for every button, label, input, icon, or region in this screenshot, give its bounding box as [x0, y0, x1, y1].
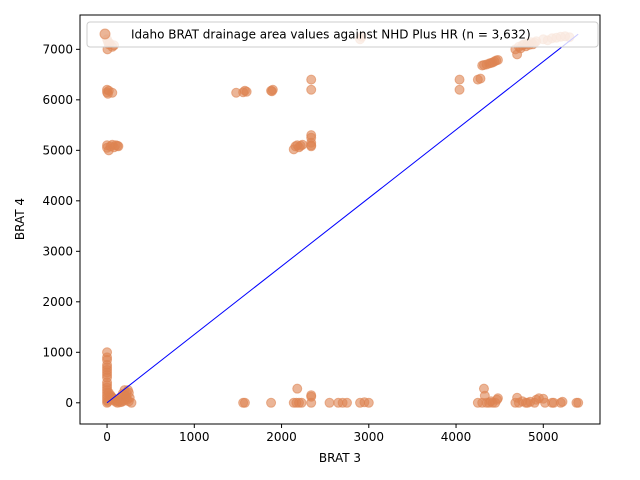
data-point — [266, 86, 277, 97]
y-tick-label: 2000 — [42, 295, 73, 309]
x-tick-label: 4000 — [441, 430, 472, 444]
data-point — [492, 54, 503, 65]
data-point — [306, 74, 317, 85]
x-tick-label: 0 — [103, 430, 111, 444]
data-point — [492, 393, 503, 404]
data-point — [296, 397, 307, 408]
data-point — [341, 397, 352, 408]
data-point — [557, 396, 568, 407]
y-axis-label: BRAT 4 — [13, 198, 27, 240]
data-point — [102, 88, 113, 99]
legend: Idaho BRAT drainage area values against … — [86, 21, 599, 48]
data-point — [306, 391, 317, 402]
legend-label: Idaho BRAT drainage area values against … — [131, 28, 531, 42]
data-point — [121, 391, 132, 402]
data-point — [306, 141, 317, 152]
y-tick-label: 5000 — [42, 143, 73, 157]
x-axis-label: BRAT 3 — [319, 451, 361, 465]
y-tick-label: 0 — [65, 396, 73, 410]
data-point — [239, 397, 250, 408]
y-tick-label: 7000 — [42, 42, 73, 56]
y-tick-label: 1000 — [42, 345, 73, 359]
x-tick-label: 2000 — [266, 430, 297, 444]
data-point — [306, 84, 317, 95]
y-tick-label: 6000 — [42, 93, 73, 107]
legend-box — [86, 21, 599, 48]
line-layer — [106, 33, 579, 404]
data-point — [113, 141, 124, 152]
data-point — [454, 84, 465, 95]
reference-line — [106, 33, 579, 404]
x-tick-label: 1000 — [179, 430, 210, 444]
data-point — [292, 383, 303, 394]
data-point — [266, 397, 277, 408]
x-axis-ticks: 0 1000 2000 3000 4000 5000 — [103, 424, 559, 444]
y-tick-label: 3000 — [42, 244, 73, 258]
y-tick-label: 4000 — [42, 194, 73, 208]
y-axis-ticks: 0 1000 2000 3000 4000 5000 6000 7000 — [42, 42, 80, 410]
x-tick-label: 3000 — [354, 430, 385, 444]
data-point — [475, 73, 486, 84]
legend-marker — [99, 28, 111, 40]
x-tick-label: 5000 — [528, 430, 559, 444]
data-point — [454, 74, 465, 85]
data-point — [363, 397, 374, 408]
plot-frame — [79, 14, 601, 425]
data-point — [324, 397, 335, 408]
data-point — [297, 139, 308, 150]
data-point — [241, 86, 252, 97]
data-point — [573, 397, 584, 408]
